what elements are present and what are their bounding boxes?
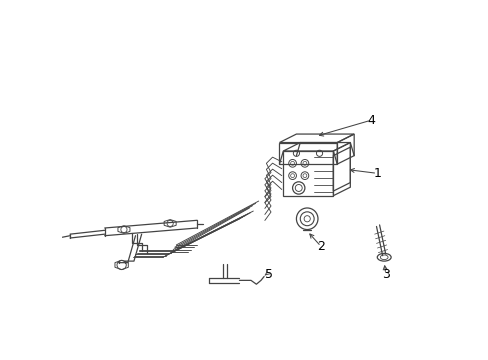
Text: 5: 5 — [264, 269, 272, 282]
Text: 2: 2 — [317, 240, 325, 253]
Text: 4: 4 — [366, 114, 374, 127]
Text: 3: 3 — [381, 268, 389, 281]
Text: 1: 1 — [372, 167, 381, 180]
